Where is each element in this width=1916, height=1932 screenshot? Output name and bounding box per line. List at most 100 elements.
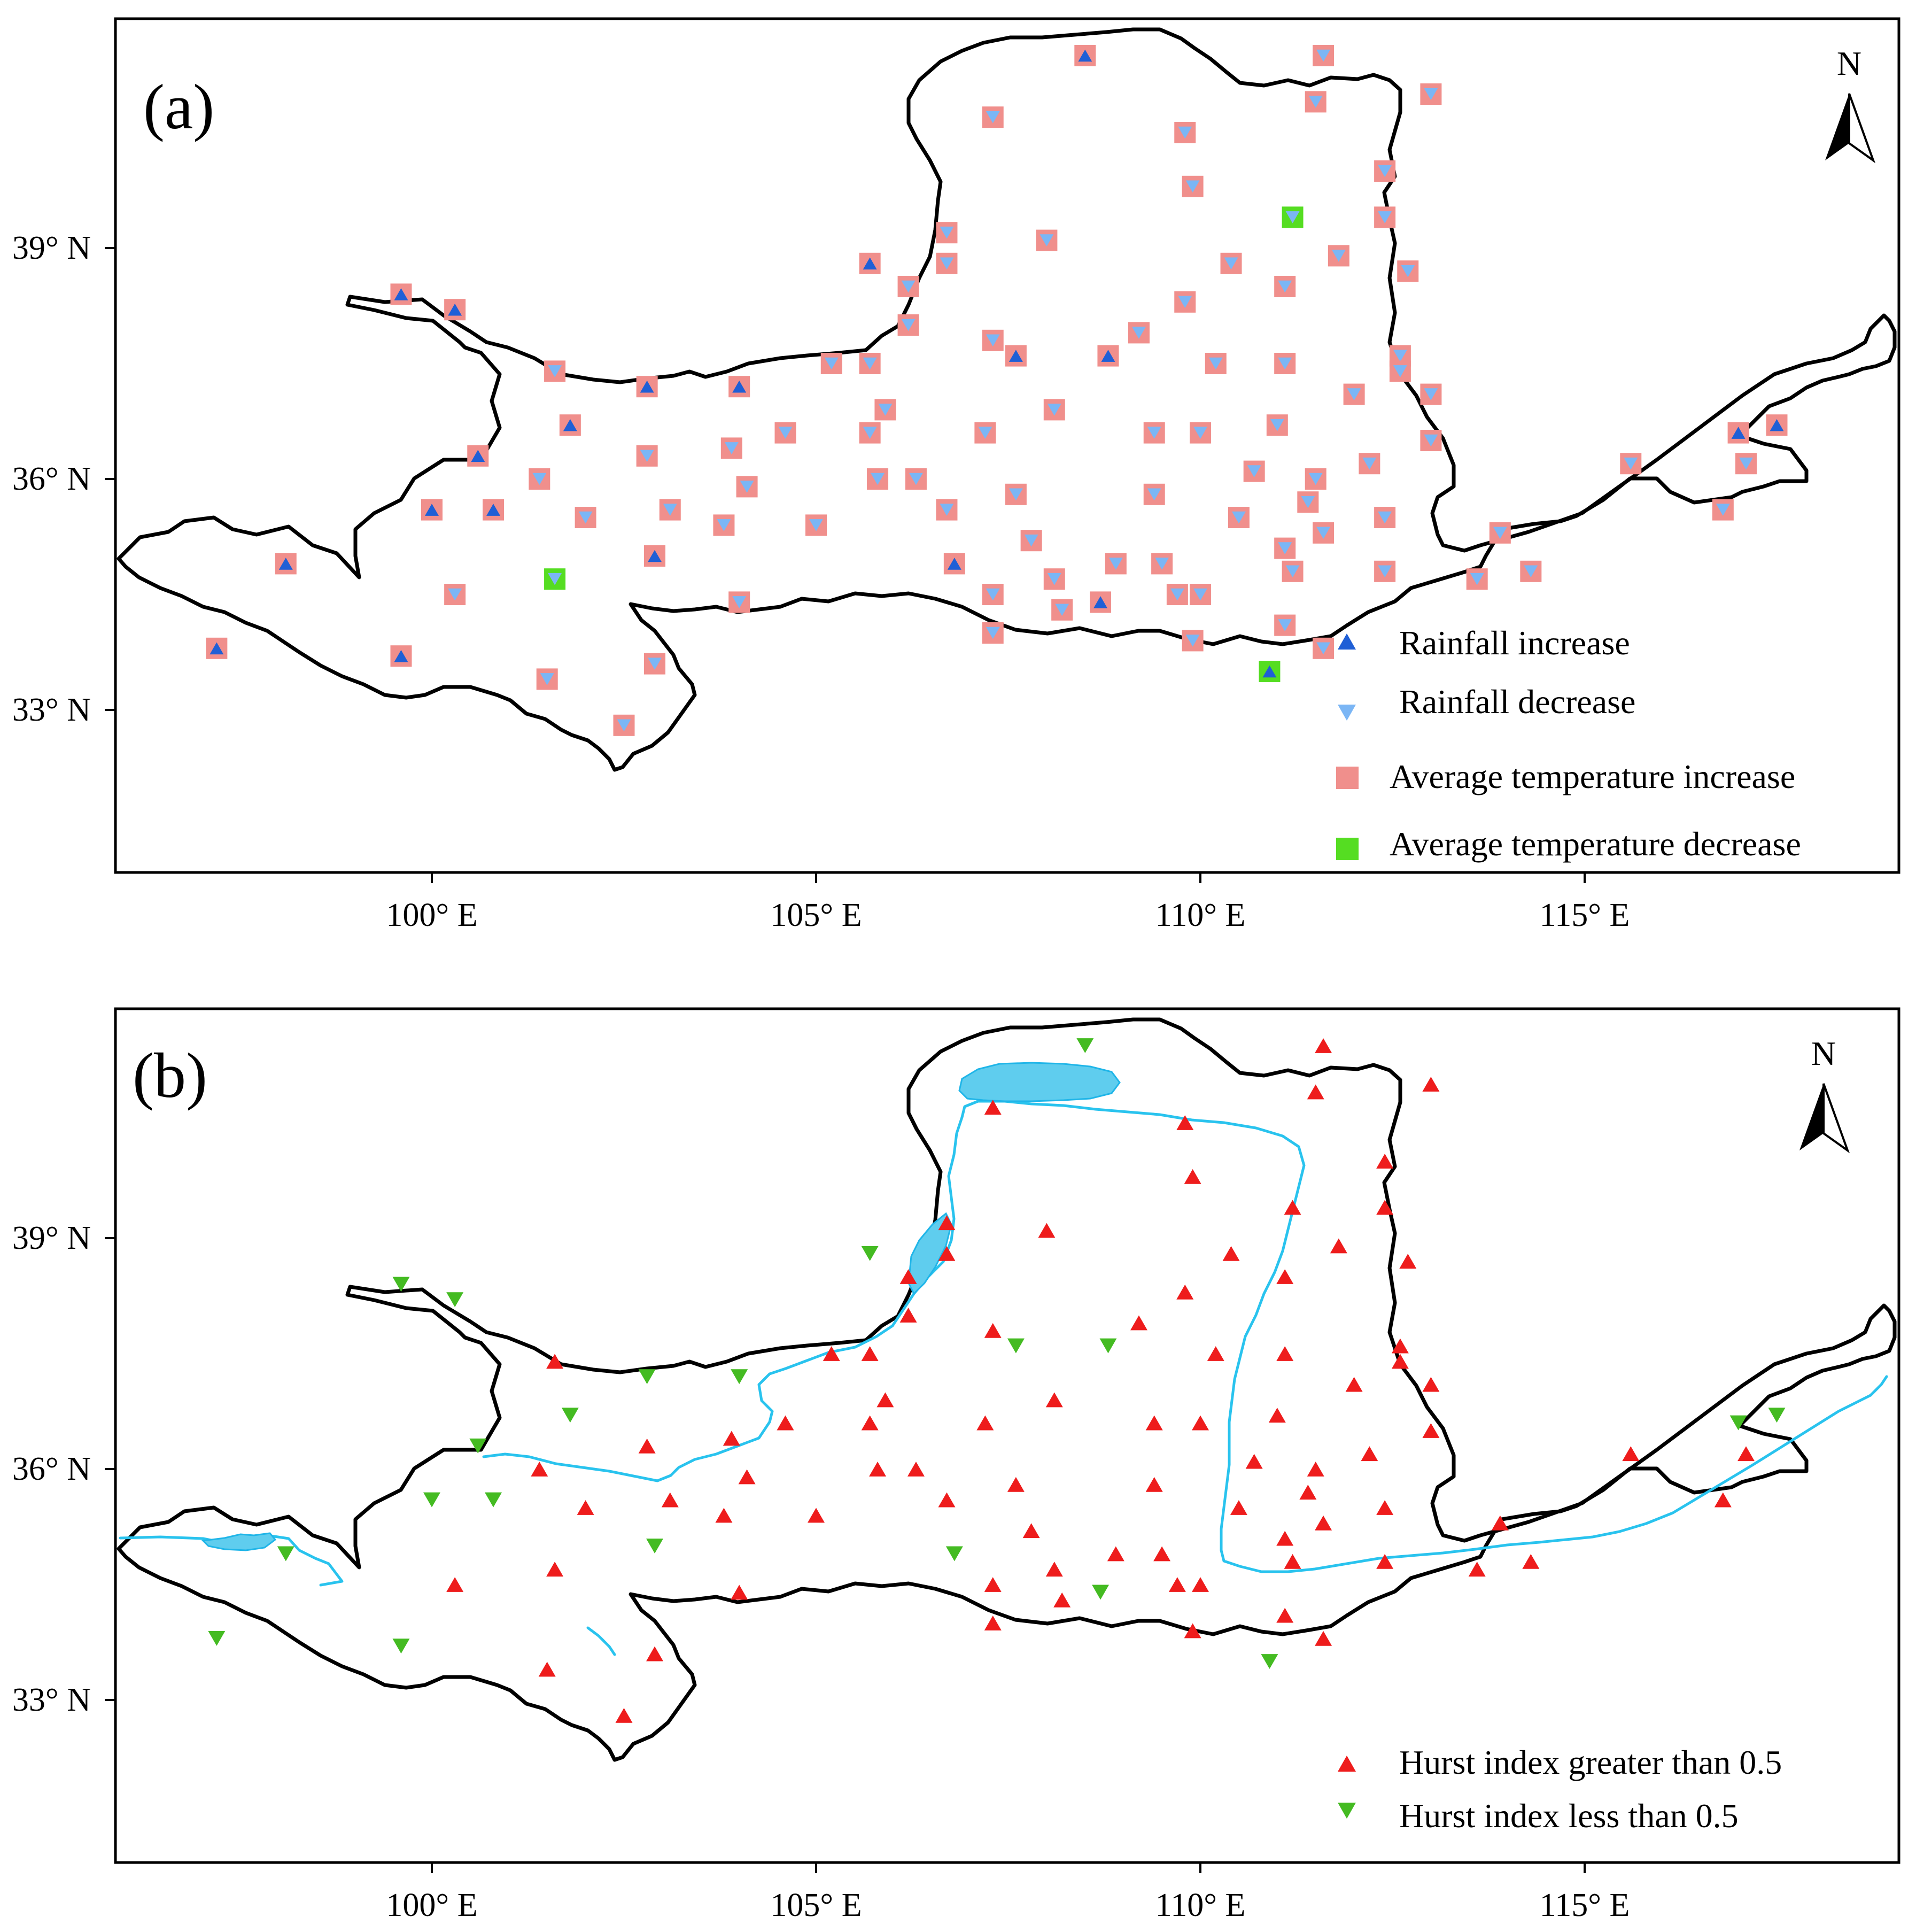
hurst-greater-marker <box>1399 1254 1417 1269</box>
station-markers-a <box>206 45 1788 736</box>
legend-item: Average temperature decrease <box>1336 825 1801 863</box>
rainfall-decrease-marker <box>1470 573 1484 585</box>
rainfall-increase-marker <box>394 288 408 300</box>
hurst-greater-marker <box>1391 1338 1409 1354</box>
legend-item: Hurst index greater than 0.5 <box>1338 1743 1782 1781</box>
rainfall-decrease-marker <box>548 573 562 585</box>
north-label: N <box>1811 1034 1836 1072</box>
hurst-greater-marker <box>907 1462 925 1477</box>
hurst-greater-marker <box>1345 1377 1363 1392</box>
hurst-greater-marker <box>1307 1462 1324 1477</box>
rainfall-decrease-marker <box>1493 527 1507 539</box>
hurst-less-marker <box>446 1292 464 1308</box>
rainfall-decrease-marker <box>1055 604 1069 616</box>
legend-b: Hurst index greater than 0.5 Hurst index… <box>1338 1743 1782 1835</box>
rainfall-decrease-marker <box>663 504 677 516</box>
x-tick-label: 105° E <box>770 1887 862 1923</box>
rainfall-decrease-marker <box>1301 496 1315 508</box>
legend-label: Average temperature increase <box>1390 758 1795 795</box>
rainfall-decrease-marker <box>724 442 739 454</box>
hurst-less-marker <box>392 1639 410 1654</box>
rainfall-decrease-marker <box>640 450 654 462</box>
panel-label-a: (a) <box>143 71 214 142</box>
hurst-greater-marker <box>1053 1592 1071 1608</box>
rainfall-decrease-marker <box>1040 234 1054 246</box>
hurst-greater-marker <box>1153 1546 1171 1562</box>
hurst-greater-marker <box>1038 1223 1056 1238</box>
panel-label-b: (b) <box>133 1040 207 1111</box>
hurst-greater-marker <box>546 1562 564 1577</box>
rainfall-decrease-marker <box>740 481 754 493</box>
hurst-greater-marker <box>1422 1377 1440 1392</box>
rainfall-decrease-marker <box>1193 427 1207 439</box>
hurst-greater-marker <box>1315 1038 1332 1053</box>
rainfall-decrease-marker <box>1185 635 1200 647</box>
rainfall-decrease-marker <box>986 334 1000 347</box>
rainfall-decrease-marker <box>617 719 631 732</box>
rainfall-decrease-marker <box>1308 96 1323 108</box>
hurst-less-marker <box>1768 1408 1786 1423</box>
rainfall-increase-marker <box>947 558 961 570</box>
rainfall-decrease-marker <box>1247 465 1261 477</box>
hurst-greater-marker <box>1176 1284 1194 1300</box>
rainfall-decrease-marker <box>532 473 547 485</box>
rainfall-decrease-marker <box>901 319 916 331</box>
lake-ningxia <box>907 1212 952 1295</box>
hurst-greater-marker <box>1376 1200 1394 1215</box>
rainfall-decrease-marker <box>1401 265 1415 277</box>
rainfall-decrease-marker <box>940 226 954 239</box>
rainfall-decrease-marker <box>1285 211 1300 223</box>
hurst-greater-marker <box>1376 1500 1394 1515</box>
hurst-greater-marker <box>1737 1446 1755 1462</box>
hurst-greater-marker <box>899 1308 917 1323</box>
x-tick-label: 100° E <box>386 1887 477 1923</box>
basin-outline-b <box>117 1017 1897 1762</box>
hurst-greater-marker <box>1045 1562 1063 1577</box>
rainfall-decrease-marker <box>1155 558 1169 570</box>
hurst-greater-marker <box>984 1100 1002 1115</box>
y-tick-label: 39° N <box>12 1220 91 1256</box>
rainfall-decrease-marker <box>1147 488 1161 501</box>
rainfall-decrease-marker <box>778 427 793 439</box>
rainfall-decrease-marker <box>1024 534 1038 547</box>
rainfall-increase-marker <box>278 558 293 570</box>
triangle-up-icon <box>1338 1756 1356 1772</box>
rainfall-decrease-marker <box>1193 588 1207 601</box>
rainfall-decrease-marker <box>1047 404 1061 416</box>
rainfall-decrease-marker <box>1378 165 1392 177</box>
rainfall-decrease-marker <box>1378 565 1392 578</box>
tick-marks-a <box>105 247 1586 883</box>
hurst-greater-marker <box>1276 1346 1294 1361</box>
hurst-greater-marker <box>546 1354 564 1369</box>
hurst-greater-marker <box>1376 1154 1394 1169</box>
hurst-greater-marker <box>1376 1554 1394 1569</box>
hurst-less-marker <box>1261 1654 1278 1669</box>
hurst-greater-marker <box>731 1585 748 1600</box>
rainfall-increase-marker <box>471 450 485 462</box>
rainfall-decrease-marker <box>732 596 747 608</box>
hurst-less-marker <box>945 1546 963 1562</box>
hurst-greater-marker <box>1422 1077 1440 1092</box>
hurst-greater-marker <box>1491 1515 1509 1531</box>
hurst-greater-marker <box>531 1462 548 1477</box>
hurst-greater-marker <box>1245 1454 1263 1469</box>
rainfall-decrease-marker <box>871 473 885 485</box>
hurst-greater-marker <box>661 1492 679 1508</box>
rainfall-decrease-marker <box>1185 180 1200 193</box>
hurst-greater-marker <box>808 1508 825 1523</box>
rainfall-decrease-marker <box>1424 88 1438 101</box>
hurst-greater-marker <box>861 1415 879 1431</box>
hurst-greater-marker <box>1176 1115 1194 1130</box>
hurst-greater-marker <box>1522 1554 1540 1569</box>
hurst-less-marker <box>423 1492 440 1508</box>
rainfall-decrease-marker <box>1009 488 1023 501</box>
hurst-greater-marker <box>1468 1562 1486 1577</box>
hurst-greater-marker <box>861 1346 879 1361</box>
rainfall-increase-marker <box>563 419 577 431</box>
rainfall-decrease-marker <box>940 504 954 516</box>
rainfall-decrease-marker <box>1331 250 1346 262</box>
legend-item: Hurst index less than 0.5 <box>1338 1797 1739 1835</box>
rainfall-decrease-marker <box>909 473 923 485</box>
hurst-greater-marker <box>1361 1446 1378 1462</box>
hurst-greater-marker <box>1192 1415 1209 1431</box>
